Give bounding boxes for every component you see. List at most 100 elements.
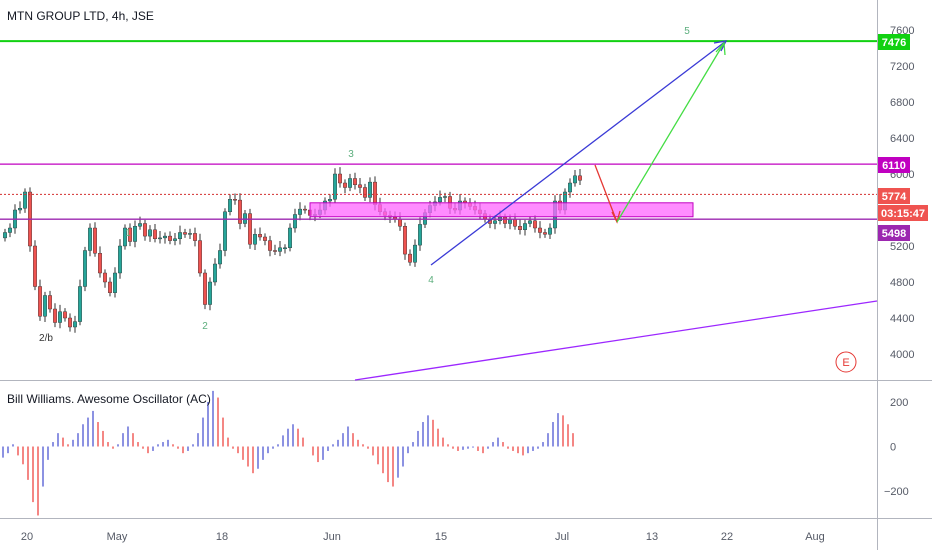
candle — [177, 225, 182, 245]
candle-body — [3, 232, 7, 239]
price-tick-label: 4400 — [890, 313, 914, 325]
svg-text:7476: 7476 — [882, 37, 906, 49]
wave-label-5: 5 — [684, 26, 690, 37]
candle-body — [252, 234, 257, 245]
candle-body — [207, 281, 212, 305]
candle-body — [147, 229, 152, 237]
candle — [273, 244, 278, 255]
candle — [197, 233, 202, 277]
candle — [573, 170, 578, 187]
candle — [288, 223, 293, 252]
candle-body — [132, 225, 137, 242]
candle-body — [167, 235, 172, 241]
candle-body — [232, 198, 237, 201]
candle — [528, 216, 533, 228]
candle-body — [513, 218, 518, 227]
candle-body — [43, 295, 48, 317]
price-tick-label: 6800 — [890, 97, 914, 109]
price-pane[interactable] — [0, 0, 877, 380]
candle — [413, 239, 418, 267]
projection-arrow-red — [594, 164, 618, 223]
candle-body — [222, 211, 227, 251]
time-tick-label: 15 — [435, 531, 447, 543]
candle-body — [172, 238, 177, 241]
candle-body — [217, 250, 222, 265]
time-axis[interactable]: 20 May 18 Jun 15 Jul 13 22 Aug — [21, 531, 825, 543]
candle-body — [182, 232, 187, 235]
projection-arrowhead-green — [715, 41, 726, 56]
trendline-rising — [354, 300, 878, 381]
candle-body — [268, 240, 273, 251]
indicator-pane[interactable] — [0, 381, 877, 518]
candle-body — [112, 272, 117, 293]
oscillator-tick-label: 0 — [890, 442, 896, 454]
candle-body — [63, 311, 68, 319]
wave-label-2: 2 — [202, 321, 208, 332]
candle — [107, 277, 112, 297]
candle-body — [82, 250, 87, 287]
candle-body — [363, 187, 368, 198]
candle — [33, 240, 38, 291]
candle — [353, 172, 358, 190]
candle-body — [152, 229, 157, 240]
candle — [147, 225, 152, 242]
candle-body — [48, 295, 53, 310]
candle — [92, 222, 97, 257]
price-tick-label: 4800 — [890, 277, 914, 289]
candle — [268, 235, 273, 257]
time-tick-label: 20 — [21, 531, 33, 543]
candle — [127, 223, 132, 247]
candle-body — [58, 311, 63, 323]
candle-body — [343, 182, 348, 188]
candle-body — [398, 218, 403, 227]
candle-body — [18, 207, 23, 211]
candle — [368, 177, 373, 203]
candle — [207, 277, 212, 311]
candle — [303, 205, 308, 214]
candle — [112, 267, 117, 298]
candle — [247, 208, 252, 249]
candle-body — [187, 233, 192, 235]
svg-text:5774: 5774 — [882, 191, 907, 203]
candle — [538, 221, 543, 239]
candle-body — [303, 208, 308, 211]
price-label-5774: 5774 — [878, 188, 910, 204]
candle-body — [438, 197, 443, 203]
candle-body — [263, 236, 268, 241]
candle — [48, 290, 53, 313]
candle-body — [177, 232, 182, 239]
candle — [38, 279, 43, 321]
candle — [293, 208, 298, 233]
projection-arrowhead-blue — [713, 40, 728, 52]
candle-body — [137, 223, 142, 227]
support-zone — [309, 202, 694, 218]
candle-body — [33, 245, 38, 287]
countdown-label: 03:15:47 — [878, 205, 928, 221]
candle — [152, 224, 157, 243]
candle — [43, 291, 48, 322]
wave-label-2b: 2/b — [39, 333, 53, 344]
candle — [77, 279, 82, 326]
time-tick-label: 18 — [216, 531, 228, 543]
candle-body — [538, 227, 543, 233]
time-tick-label: Jul — [555, 531, 569, 543]
candle-body — [278, 247, 283, 252]
candle-body — [67, 317, 72, 328]
candle-body — [408, 253, 413, 263]
candle-body — [77, 286, 82, 322]
candle — [283, 244, 288, 254]
candle — [157, 231, 162, 244]
candle-body — [403, 225, 408, 255]
candle-body — [503, 216, 508, 224]
time-tick-label: Aug — [805, 531, 825, 543]
candle-body — [293, 214, 298, 229]
candle — [258, 227, 263, 241]
candle-body — [237, 199, 242, 224]
time-tick-label: May — [107, 531, 128, 543]
candle-body — [413, 244, 418, 263]
earnings-badge[interactable]: E — [835, 351, 857, 373]
price-label-7476: 7476 — [878, 34, 910, 50]
candle — [518, 219, 523, 235]
oscillator-axis[interactable]: 200 0 −200 — [884, 397, 909, 498]
